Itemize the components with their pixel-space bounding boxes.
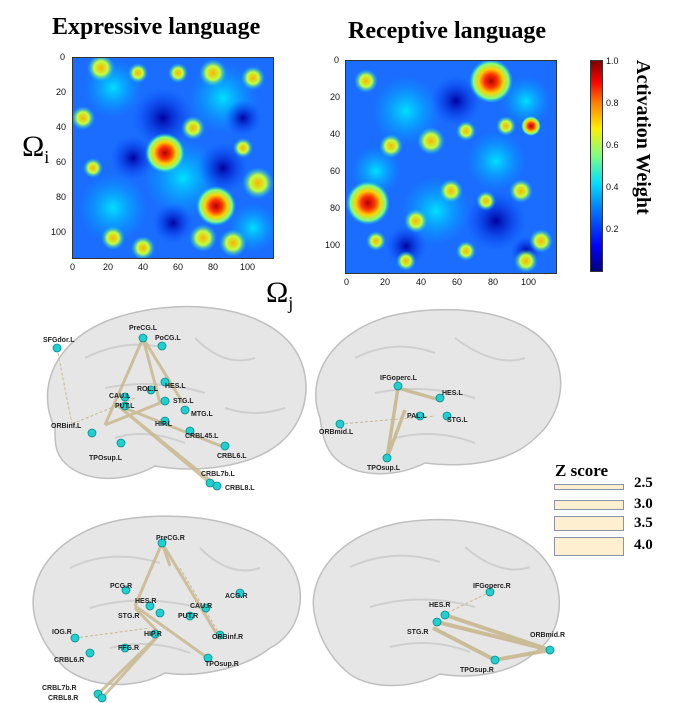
zscore-swatch xyxy=(554,537,624,556)
omega-i-label: Ωi xyxy=(22,130,50,167)
tick-y: 40 xyxy=(330,129,341,139)
node-label: CRBL6.R xyxy=(54,657,84,664)
node-label: TPOsup.L xyxy=(89,455,123,462)
colorbar-tick: 0.2 xyxy=(606,224,619,234)
zscore-value: 4.0 xyxy=(634,537,653,553)
node-label: HIP.R xyxy=(144,631,162,638)
node-label: SFGdor.L xyxy=(43,337,75,344)
tick-y: 20 xyxy=(56,87,67,97)
tick-x: 100 xyxy=(240,262,256,272)
brain-expressive-left: SFGdor.L PreCG.L PoCG.L ROL.L HES.L CAU.… xyxy=(43,305,307,492)
tick-y: 40 xyxy=(56,122,67,132)
node-label: PCG.R xyxy=(110,583,132,590)
tick-x: 40 xyxy=(416,277,427,287)
node-label: PUT.R xyxy=(178,613,198,620)
tick-y: 0 xyxy=(334,55,340,65)
node-label: HES.R xyxy=(135,598,156,605)
zscore-value: 3.5 xyxy=(634,515,653,531)
tick-x: 60 xyxy=(452,277,463,287)
zscore-value: 2.5 xyxy=(634,475,653,491)
brain-expressive-right: PreCG.R PCG.R HES.R STG.R CAU.R PUT.R AC… xyxy=(32,515,302,703)
node-label: HES.R xyxy=(429,602,450,609)
node-label: HES.L xyxy=(165,383,186,390)
tick-y: 100 xyxy=(51,227,67,237)
node-label: IFGoperc.L xyxy=(380,375,418,382)
tick-x: 100 xyxy=(521,277,537,287)
node-label: CRBL7b.R xyxy=(42,685,77,692)
zscore-value: 3.0 xyxy=(634,496,653,512)
colorbar-label: Activation Weight xyxy=(632,60,654,215)
node-label: CRBL8.L xyxy=(225,485,255,492)
tick-y: 60 xyxy=(330,166,341,176)
tick-y: 80 xyxy=(56,192,67,202)
tick-y: 20 xyxy=(330,92,341,102)
tick-x: 20 xyxy=(380,277,391,287)
expressive-heatmap xyxy=(72,57,274,259)
node-label: PAL.L xyxy=(407,413,427,420)
tick-x: 60 xyxy=(173,262,184,272)
brain-receptive-left: IFGoperc.L HES.L ORBmid.L PAL.L STG.L TP… xyxy=(315,308,562,475)
node-label: CRBL7b.L xyxy=(201,471,236,478)
tick-y: 80 xyxy=(330,203,341,213)
node-label: CRBL45.L xyxy=(185,433,219,440)
node-label: CAU.R xyxy=(190,603,212,610)
node-label: PoCG.L xyxy=(155,335,181,342)
node-label: TPOsup.R xyxy=(460,667,494,674)
node-label: FFG.R xyxy=(118,645,139,652)
tick-y: 100 xyxy=(325,240,341,250)
omega-j-label: Ωj xyxy=(266,276,294,313)
node-label: ORBmid.L xyxy=(319,429,354,436)
tick-x: 40 xyxy=(138,262,149,272)
receptive-heatmap xyxy=(345,60,557,274)
zscore-swatch xyxy=(554,516,624,531)
tick-x: 0 xyxy=(344,277,350,287)
node-label: ACG.R xyxy=(225,593,248,600)
zscore-swatch xyxy=(554,500,624,510)
tick-y: 60 xyxy=(56,157,67,167)
node-label: CAU.L xyxy=(109,393,131,400)
colorbar-tick: 1.0 xyxy=(606,56,619,66)
node-label: PUT.L xyxy=(115,403,135,410)
colorbar-tick: 0.4 xyxy=(606,182,619,192)
zscore-swatch xyxy=(554,484,624,490)
node-label: IFGoperc.R xyxy=(473,583,511,590)
node-label: STG.L xyxy=(173,398,194,405)
node-label: ORBmid.R xyxy=(530,632,565,639)
colorbar-tick: 0.6 xyxy=(606,140,619,150)
receptive-title: Receptive language xyxy=(348,18,546,44)
activation-colorbar xyxy=(590,60,603,272)
node-label: TPOsup.L xyxy=(367,465,401,472)
node-label: MTG.L xyxy=(191,411,213,418)
node-label: ORBinf.R xyxy=(212,634,243,641)
colorbar-tick: 0.8 xyxy=(606,98,619,108)
node-label: STG.R xyxy=(407,629,428,636)
node-label: STG.R xyxy=(118,613,139,620)
node-label: IOG.R xyxy=(52,629,72,636)
node-label: ROL.L xyxy=(137,386,159,393)
tick-x: 80 xyxy=(208,262,219,272)
tick-x: 0 xyxy=(70,262,76,272)
expressive-title: Expressive language xyxy=(52,14,261,40)
node-label: PreCG.L xyxy=(129,325,158,332)
node-label: TPOsup.R xyxy=(205,661,239,668)
node-label: HES.L xyxy=(442,390,463,397)
zscore-title: Z score xyxy=(555,461,609,480)
node-label: STG.L xyxy=(447,417,468,424)
tick-y: 0 xyxy=(60,52,66,62)
tick-x: 20 xyxy=(103,262,114,272)
brain-receptive-right: IFGoperc.R HES.R STG.R ORBmid.R TPOsup.R xyxy=(312,519,565,687)
node-label: CRBL6.L xyxy=(217,453,247,460)
node-label: PreCG.R xyxy=(156,535,185,542)
node-label: HIP.L xyxy=(155,421,173,428)
node-label: ORBinf.L xyxy=(51,423,82,430)
tick-x: 80 xyxy=(488,277,499,287)
node-label: CRBL8.R xyxy=(48,695,78,702)
